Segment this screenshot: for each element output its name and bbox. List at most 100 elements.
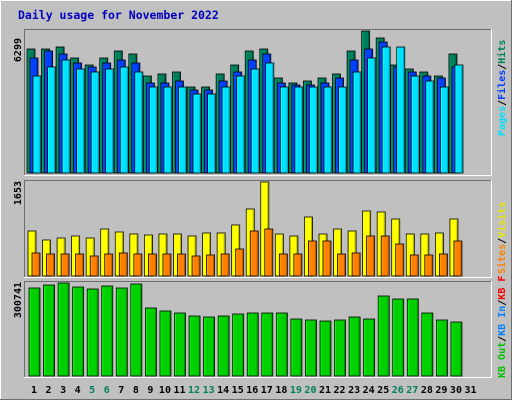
panel1-legend-item-pages: Pages: [497, 106, 508, 136]
panel1-bar-pages-day-17: [265, 62, 275, 174]
panel3-bar-kb-out-day-18: [275, 312, 288, 377]
panel3-bar-kb-out-day-27: [406, 298, 419, 377]
panel1-bar-pages-day-4: [76, 68, 86, 174]
panel2-bar-sites-day-14: [220, 253, 230, 277]
panel3-legend-item-kb-out: KB Out: [497, 342, 508, 378]
panel2-bar-sites-day-23: [351, 252, 361, 277]
panel3-y-max-label: 300741: [13, 282, 24, 318]
panel1-bar-pages-day-29: [439, 86, 449, 174]
panel1-legend-separator: /: [497, 100, 508, 106]
panel3-legend-separator: /: [497, 300, 508, 306]
panel1-bar-pages-day-20: [309, 86, 318, 174]
panel1-bar-pages-day-22: [338, 86, 347, 174]
panel3-bar-kb-out-day-17: [261, 312, 274, 377]
panel3-bar-kb-out-day-20: [305, 319, 317, 377]
panel2-bar-sites-day-9: [147, 253, 157, 277]
panel3-bar-kb-out-day-2: [43, 284, 55, 377]
panel2-bar-sites-day-7: [118, 252, 128, 277]
x-label-day-22: 22: [334, 385, 346, 396]
panel2-bar-sites-day-18: [278, 253, 288, 277]
x-label-day-19: 19: [290, 385, 302, 396]
x-label-day-30: 30: [450, 385, 462, 396]
x-label-day-8: 8: [133, 385, 139, 396]
panel2-y-max-label: 1653: [13, 181, 24, 205]
panel2-bar-sites-day-10: [162, 253, 172, 277]
x-label-day-24: 24: [363, 385, 375, 396]
x-label-day-17: 17: [261, 385, 273, 396]
x-label-day-23: 23: [348, 385, 360, 396]
panel1-bar-pages-day-13: [207, 93, 217, 174]
panel3-bar-kb-out-day-24: [363, 318, 376, 377]
panel1-legend: Pages/Files/Hits: [496, 40, 508, 136]
x-label-day-12: 12: [188, 385, 200, 396]
x-label-day-5: 5: [89, 385, 95, 396]
panel1-bar-pages-day-25: [381, 46, 391, 174]
panel2-bar-sites-day-5: [89, 255, 99, 277]
x-label-day-25: 25: [377, 385, 389, 396]
x-label-day-21: 21: [319, 385, 331, 396]
panel3-bar-kb-out-day-22: [334, 319, 346, 377]
panel1-bar-pages-day-9: [148, 86, 158, 174]
panel2-bar-sites-day-26: [395, 243, 405, 277]
panel1-bar-pages-day-15: [236, 75, 246, 174]
panel3-bar-kb-out-day-6: [101, 285, 114, 377]
panel1-bar-pages-day-1: [32, 75, 42, 174]
panel1-bar-pages-day-24: [367, 57, 377, 174]
panel1-bar-pages-day-10: [163, 86, 173, 174]
panel3-bar-kb-out-day-10: [159, 310, 172, 377]
chart-panels: [24, 29, 492, 378]
panel1-bar-pages-day-16: [250, 68, 260, 174]
panel3-bar-kb-out-day-5: [86, 288, 99, 377]
panel3-bar-kb-out-day-13: [203, 316, 216, 377]
panel1-bar-pages-day-14: [221, 86, 231, 174]
panel1-bar-pages-day-30: [454, 64, 464, 174]
panel2-legend-item-visits: Visits: [496, 202, 508, 238]
panel3-bar-kb-out-day-12: [188, 315, 201, 377]
x-label-day-10: 10: [159, 385, 171, 396]
panel3-bar-kb-out-day-28: [421, 312, 434, 377]
x-label-day-28: 28: [421, 385, 433, 396]
panel1-bar-pages-day-6: [105, 68, 115, 174]
panel3-legend-item-kb-f: KB F: [497, 276, 508, 300]
panel3-bar-kb-out-day-29: [435, 319, 448, 377]
panel2-bar-sites-day-27: [409, 254, 419, 277]
panel1-bar-pages-day-3: [61, 59, 71, 174]
x-label-day-14: 14: [217, 385, 229, 396]
panel1-bar-pages-day-8: [134, 71, 144, 174]
panel3-bar-kb-out-day-30: [450, 321, 463, 377]
x-label-day-20: 20: [304, 385, 316, 396]
x-label-day-3: 3: [60, 385, 66, 396]
panel1-bar-pages-day-12: [192, 93, 202, 174]
panel3-bar-kb-out-day-11: [174, 312, 186, 377]
panel2-bar-sites-day-3: [60, 253, 70, 277]
panel1-bar-pages-day-28: [425, 80, 435, 174]
panel3-bar-kb-out-day-7: [115, 287, 128, 377]
panel2-bar-sites-day-16: [249, 230, 259, 277]
panel1-bar-pages-day-7: [119, 66, 129, 174]
panel2-bar-sites-day-6: [104, 253, 114, 277]
x-label-day-7: 7: [118, 385, 124, 396]
x-label-day-4: 4: [75, 385, 81, 396]
panel2-bar-sites-day-4: [75, 253, 85, 277]
panel3-bar-kb-out-day-14: [217, 315, 230, 377]
panel3-bar-kb-out-day-25: [377, 295, 390, 377]
x-label-day-16: 16: [246, 385, 258, 396]
panel2-bar-sites-day-17: [264, 228, 274, 277]
chart-title: Daily usage for November 2022: [18, 8, 219, 22]
panel2-bar-sites-day-11: [177, 253, 186, 277]
x-label-day-27: 27: [406, 385, 418, 396]
panel1-bar-pages-day-26: [396, 46, 406, 174]
panel2-bar-sites-day-8: [133, 253, 143, 277]
panel1-legend-item-hits: Hits: [496, 40, 508, 64]
panel3-bar-kb-out-day-19: [290, 318, 303, 377]
panel2-bar-sites-day-20: [308, 240, 317, 277]
panel3-bar-kb-out-day-1: [28, 287, 41, 377]
panel1-legend-separator: /: [497, 64, 508, 70]
panel3-bar-kb-out-day-15: [232, 313, 245, 377]
panel3-legend-item-kb-in: KB In: [497, 306, 508, 336]
x-label-day-18: 18: [275, 385, 287, 396]
panel3-legend: KB Out/KB In/KB F: [497, 276, 508, 378]
x-label-day-1: 1: [31, 385, 37, 396]
